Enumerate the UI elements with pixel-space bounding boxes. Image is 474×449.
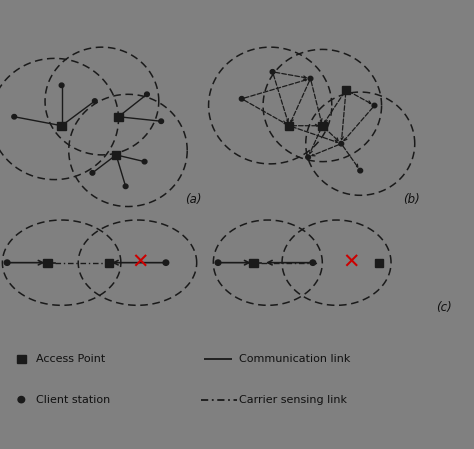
Text: (b): (b) — [403, 193, 419, 206]
Text: Carrier sensing link: Carrier sensing link — [239, 395, 347, 405]
Polygon shape — [318, 122, 327, 130]
Circle shape — [163, 260, 169, 265]
Circle shape — [18, 396, 25, 403]
Polygon shape — [285, 122, 293, 130]
Circle shape — [59, 83, 64, 88]
Circle shape — [308, 76, 313, 81]
Text: (c): (c) — [436, 301, 452, 314]
Text: Client station: Client station — [36, 395, 110, 405]
Text: ✕: ✕ — [131, 253, 148, 273]
Circle shape — [92, 99, 97, 103]
Polygon shape — [43, 259, 52, 267]
Polygon shape — [375, 259, 383, 267]
Polygon shape — [114, 113, 123, 121]
Polygon shape — [57, 122, 66, 130]
Text: ✕: ✕ — [342, 253, 359, 273]
Circle shape — [90, 171, 95, 175]
Circle shape — [123, 184, 128, 189]
Circle shape — [4, 260, 10, 265]
Text: (a): (a) — [185, 193, 201, 206]
Circle shape — [306, 155, 310, 159]
Circle shape — [270, 70, 275, 74]
Polygon shape — [112, 151, 120, 159]
Circle shape — [12, 114, 17, 119]
Polygon shape — [342, 86, 350, 94]
Circle shape — [310, 260, 316, 265]
Circle shape — [372, 103, 377, 108]
Text: Communication link: Communication link — [239, 354, 351, 364]
Circle shape — [239, 97, 244, 101]
Circle shape — [145, 92, 149, 97]
Text: Access Point: Access Point — [36, 354, 105, 364]
Circle shape — [215, 260, 221, 265]
Circle shape — [142, 159, 147, 164]
Polygon shape — [105, 259, 113, 267]
Circle shape — [159, 119, 164, 123]
Circle shape — [339, 141, 344, 146]
Polygon shape — [249, 259, 258, 267]
Polygon shape — [17, 355, 26, 363]
Circle shape — [358, 168, 363, 173]
